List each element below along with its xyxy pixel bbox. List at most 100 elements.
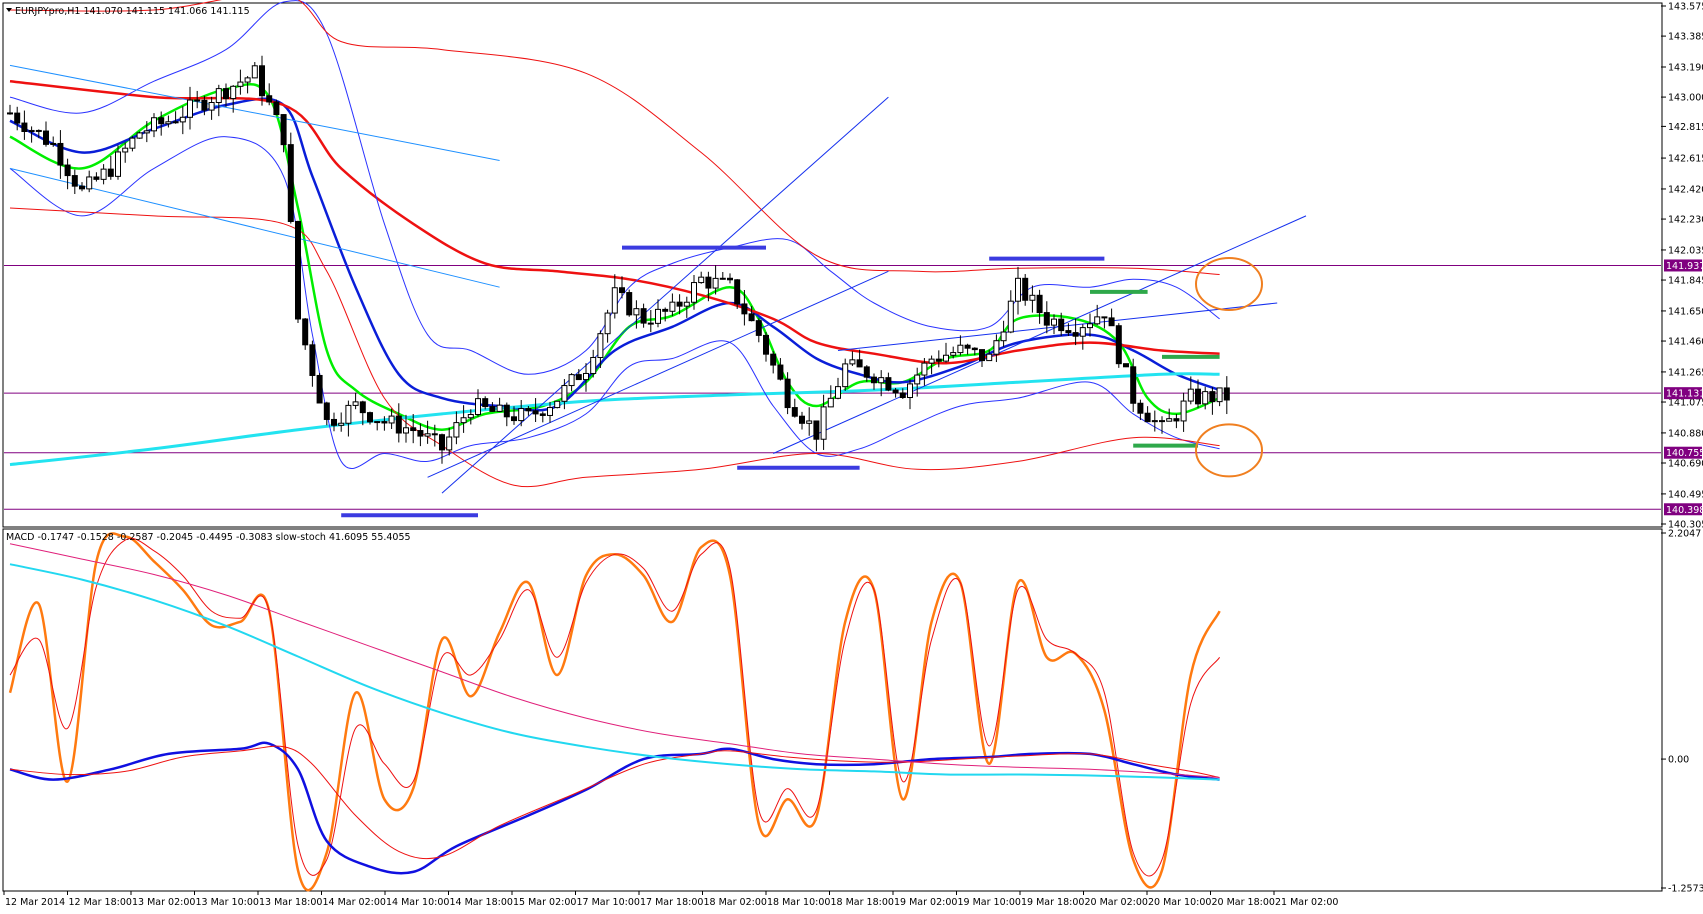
candle-body: [655, 308, 661, 324]
x-tick-label: 20 Mar 02:00: [1085, 897, 1148, 908]
candle-body: [1087, 323, 1093, 329]
candle-body: [338, 422, 345, 426]
candle-body: [892, 389, 899, 394]
trendline[interactable]: [772, 215, 1307, 454]
candle-body: [21, 122, 28, 132]
candle-body: [1130, 366, 1137, 404]
candle-body: [813, 420, 820, 440]
candle-body: [755, 320, 762, 336]
candle-body: [1079, 327, 1086, 337]
candle-body: [352, 401, 359, 406]
trendline[interactable]: [441, 96, 889, 494]
candle-body: [554, 400, 561, 409]
ma-cyan-line: [9, 372, 1220, 467]
candle-body: [223, 88, 229, 100]
candle-body: [410, 427, 417, 432]
candle-body: [115, 151, 121, 177]
candle-body: [691, 282, 697, 303]
candle-body: [791, 407, 798, 417]
y-tick-label: 140.495: [1668, 489, 1703, 500]
macd-main-line: [9, 741, 1220, 875]
trendline[interactable]: [837, 302, 1278, 352]
key-level-label: 141.131: [1666, 389, 1703, 400]
candle-body: [979, 349, 985, 362]
key-level-label-box: [1664, 387, 1702, 400]
candle-body: [849, 359, 856, 365]
candle-body: [669, 301, 676, 312]
y-tick-label: 143.000: [1668, 93, 1703, 104]
highlight-circle[interactable]: [1195, 257, 1263, 312]
candle-body: [971, 347, 978, 351]
dropdown-triangle-icon[interactable]: [6, 8, 12, 12]
candle-body: [957, 344, 964, 354]
candle-body: [748, 313, 755, 322]
candle-body: [842, 363, 849, 388]
candle-body: [122, 147, 129, 153]
candle-body: [374, 421, 381, 424]
candle-body: [871, 376, 877, 384]
x-tick-label: 12 Mar 18:00: [69, 897, 132, 908]
candle-body: [467, 414, 474, 419]
candle-body: [367, 412, 373, 423]
x-tick-label: 20 Mar 18:00: [1212, 897, 1275, 908]
candle-body: [251, 65, 258, 79]
candle-body: [28, 129, 35, 132]
price-plot-layer: [4, 0, 1661, 518]
y-tick-label: 141.650: [1668, 306, 1703, 317]
trendline[interactable]: [9, 64, 500, 161]
candle-body: [79, 185, 85, 190]
candle-body: [619, 287, 625, 294]
candle-body: [50, 142, 57, 145]
candle-body: [107, 168, 114, 177]
indicator-y-tick-label: -1.2573: [1668, 884, 1703, 895]
candle-body: [547, 407, 553, 416]
candle-body: [907, 383, 913, 399]
y-tick-label: 142.815: [1668, 122, 1703, 133]
x-tick-label: 19 Mar 02:00: [894, 897, 957, 908]
candle-body: [136, 132, 143, 139]
candle-body: [511, 416, 517, 422]
candle-body: [266, 95, 273, 103]
candle-body: [302, 318, 309, 346]
candle-body: [172, 121, 179, 124]
candle-body: [1043, 312, 1050, 326]
candle-body: [309, 344, 316, 376]
candle-body: [1072, 332, 1079, 337]
candle-body: [43, 130, 49, 145]
trendline[interactable]: [427, 270, 889, 478]
candle-body: [93, 176, 100, 180]
key-level-label: 140.398: [1666, 505, 1703, 516]
candle-body: [431, 433, 438, 436]
candle-body: [179, 116, 186, 123]
candle-body: [230, 85, 237, 100]
candle-body: [827, 397, 834, 408]
bollinger-band-line: [9, 136, 1220, 469]
candle-body: [964, 344, 971, 349]
candle-body: [57, 142, 64, 166]
x-tick-label: 14 Mar 18:00: [450, 897, 513, 908]
highlight-circle[interactable]: [1195, 423, 1263, 478]
candle-body: [1000, 331, 1007, 342]
candle-body: [986, 353, 993, 362]
candle-body: [518, 408, 525, 422]
candle-body: [287, 144, 294, 222]
chart-header: EURJPYpro,H1 141.070 141.115 141.066 141…: [6, 6, 411, 543]
stoch-d-line: [9, 537, 1221, 877]
candle-body: [863, 366, 870, 378]
candle-body: [151, 117, 157, 132]
x-tick-label: 13 Mar 18:00: [259, 897, 322, 908]
ema-fast-line: [9, 82, 1221, 431]
candle-body: [784, 378, 791, 409]
candle-body: [928, 358, 935, 364]
candle-body: [993, 340, 1000, 355]
candle-body: [532, 410, 539, 415]
candle-body: [835, 386, 841, 399]
candle-body: [259, 65, 265, 97]
y-tick-label: 140.690: [1668, 459, 1703, 470]
candle-body: [453, 422, 460, 438]
candle-body: [921, 362, 928, 376]
candle-body: [763, 334, 769, 355]
y-tick-label: 142.230: [1668, 215, 1703, 226]
candle-body: [1151, 420, 1158, 423]
